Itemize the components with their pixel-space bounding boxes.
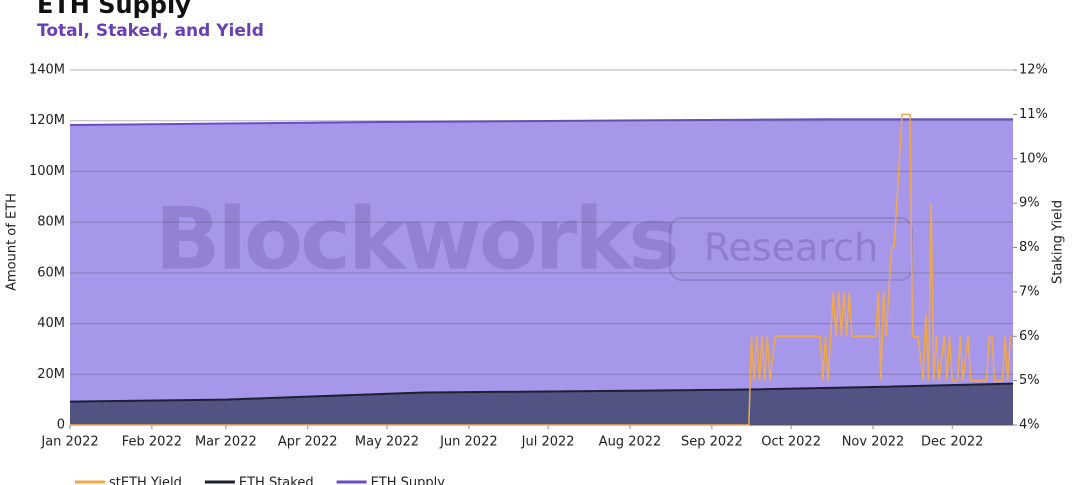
x-tick-label: Jul 2022 [521,435,575,450]
x-tick-label: Oct 2022 [761,435,821,450]
y-tick-label: 60M [37,265,65,280]
x-tick-label: Nov 2022 [842,435,905,450]
y-tick-label: 40M [37,316,65,331]
y2-tick-label: 7% [1019,284,1040,299]
y-tick-label: 100M [29,164,65,179]
y2-tick-label: 4% [1019,418,1040,433]
y2-axis-label: Staking Yield [1051,200,1066,284]
y-tick-label: 0 [57,418,65,433]
y-tick-label: 80M [37,215,65,230]
legend-label: ETH Staked [239,476,314,485]
area-fill [70,383,1013,425]
chart-subtitle: Total, Staked, and Yield [37,21,264,41]
y2-tick-label: 11% [1019,107,1048,122]
y2-tick-label: 5% [1019,373,1040,388]
legend-label: ETH Supply [371,476,446,485]
y2-tick-label: 6% [1019,329,1040,344]
y-tick-label: 20M [37,367,65,382]
chart-title: ETH Supply [37,0,191,19]
yield-line [70,113,1012,426]
y-tick-label: 140M [29,63,65,78]
y-axis-label: Amount of ETH [5,193,20,291]
x-tick-label: Sep 2022 [681,435,743,450]
area-line [69,118,1013,127]
area-line [69,382,1014,403]
area-fill [70,119,1013,425]
x-tick-label: Feb 2022 [122,435,182,450]
x-tick-label: Aug 2022 [599,435,662,450]
watermark: Research [704,226,878,270]
y2-tick-label: 9% [1019,196,1040,211]
y2-tick-label: 12% [1019,63,1048,78]
x-tick-label: May 2022 [355,435,419,450]
y2-tick-label: 10% [1019,151,1048,166]
y2-tick-label: 8% [1019,240,1040,255]
x-tick-label: Dec 2022 [921,435,983,450]
x-tick-label: Apr 2022 [278,435,338,450]
x-tick-label: Mar 2022 [195,435,257,450]
x-tick-label: Jun 2022 [439,435,498,450]
x-tick-label: Jan 2022 [40,435,98,450]
y-tick-label: 120M [29,113,65,128]
watermark: Blockworks [155,189,677,289]
legend-label: stETH Yield [109,476,182,485]
